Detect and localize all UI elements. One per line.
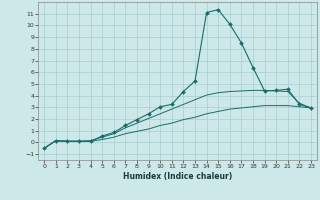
X-axis label: Humidex (Indice chaleur): Humidex (Indice chaleur) <box>123 172 232 181</box>
